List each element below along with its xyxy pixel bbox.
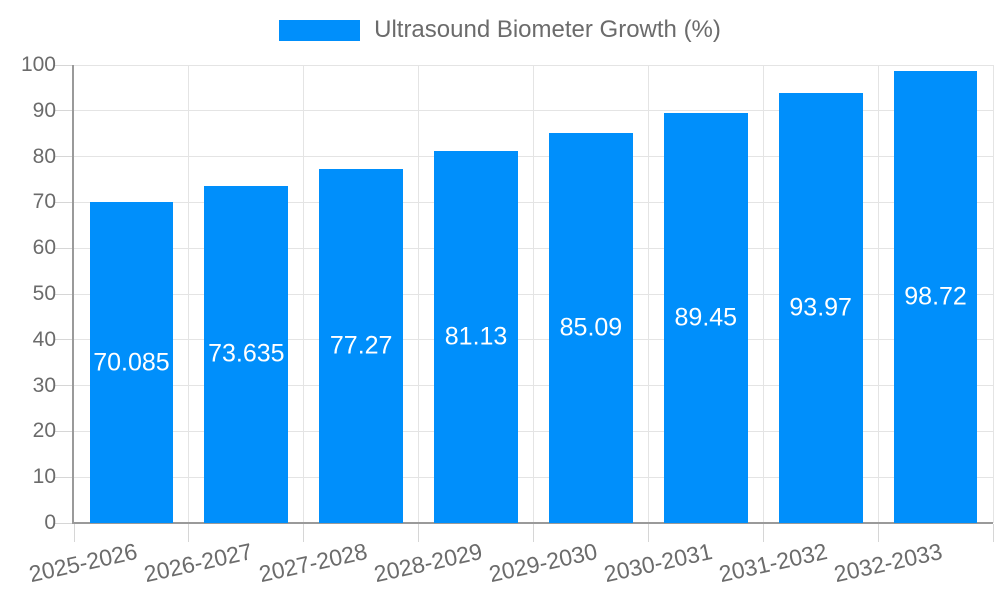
gridline-vertical [877,65,879,523]
gridline-vertical [418,65,420,523]
plot-area: 70.085 2025-2026 73.635 2026-2027 77.27 2027-… [27,64,994,587]
gridline-vertical [762,65,764,523]
y-axis-label: 20 [32,419,56,443]
y-axis-tick [54,522,73,524]
x-axis-label: 2029-2030 [486,538,600,588]
x-axis-tick [188,524,190,542]
y-axis-label: 40 [32,327,56,351]
bar-value-label: 70.085 [93,348,170,376]
bar-value-label: 85.09 [559,313,623,342]
x-axis-label: 2025-2026 [27,538,141,588]
y-axis-label: 60 [32,236,56,260]
x-axis-tick [647,524,649,542]
y-axis-label: 0 [44,511,56,534]
x-axis-tick [303,524,305,542]
y-axis-line [72,65,74,524]
x-axis-tick [418,524,420,542]
gridline-vertical [533,65,534,523]
bar[interactable]: 85.09 [549,133,633,523]
x-axis-tick [762,524,764,542]
x-axis-line [74,522,993,524]
y-axis-tick [54,110,73,112]
legend-swatch-icon [279,19,361,41]
y-axis-label: 30 [32,373,56,397]
y-axis-tick [54,430,73,432]
y-axis-tick [54,476,73,478]
bar-value-label: 98.72 [904,282,967,311]
bar[interactable]: 73.635 [204,185,289,523]
y-axis-tick [54,385,73,387]
y-axis-label: 80 [32,144,56,168]
bar[interactable]: 89.45 [663,113,748,523]
bar[interactable]: 81.13 [434,151,518,523]
bar-value-label: 73.635 [208,339,285,368]
bar-value-label: 81.13 [444,322,508,351]
bar[interactable]: 77.27 [319,169,404,523]
x-axis-label: 2032-2033 [831,538,945,588]
x-axis-tick [992,524,994,542]
x-axis-label: 2030-2031 [601,538,715,588]
x-axis-label: 2028-2029 [371,538,485,588]
bar-value-label: 77.27 [329,331,393,360]
y-axis-tick [54,201,73,203]
y-axis-tick [54,293,73,295]
y-axis-tick [54,156,73,158]
bar[interactable]: 93.97 [778,92,863,523]
y-axis-tick [54,247,73,249]
x-axis-tick [533,524,534,542]
y-axis-tick [54,339,73,341]
gridline-vertical [647,65,649,523]
gridline-vertical [303,65,305,523]
bar[interactable]: 98.72 [893,70,978,523]
x-axis-label: 2027-2028 [256,538,370,588]
x-axis-label: 2031-2032 [716,538,830,588]
y-axis-label: 10 [32,465,56,489]
gridline-vertical [992,65,994,523]
y-axis-label: 100 [20,53,56,76]
bar-value-label: 93.97 [789,293,852,322]
y-axis-tick [54,64,73,66]
chart-legend-item[interactable]: Ultrasound Biometer Growth (%) [0,16,1000,44]
y-axis-label: 50 [32,282,56,305]
y-axis-label: 70 [32,190,56,214]
x-axis-tick [73,524,75,542]
legend-label: Ultrasound Biometer Growth (%) [374,16,721,43]
x-axis-label: 2026-2027 [141,538,255,588]
bar-value-label: 89.45 [674,303,738,332]
gridline-vertical [188,65,190,523]
bar[interactable]: 70.085 [89,202,174,523]
y-axis-label: 90 [32,98,56,122]
x-axis-tick [877,524,879,542]
